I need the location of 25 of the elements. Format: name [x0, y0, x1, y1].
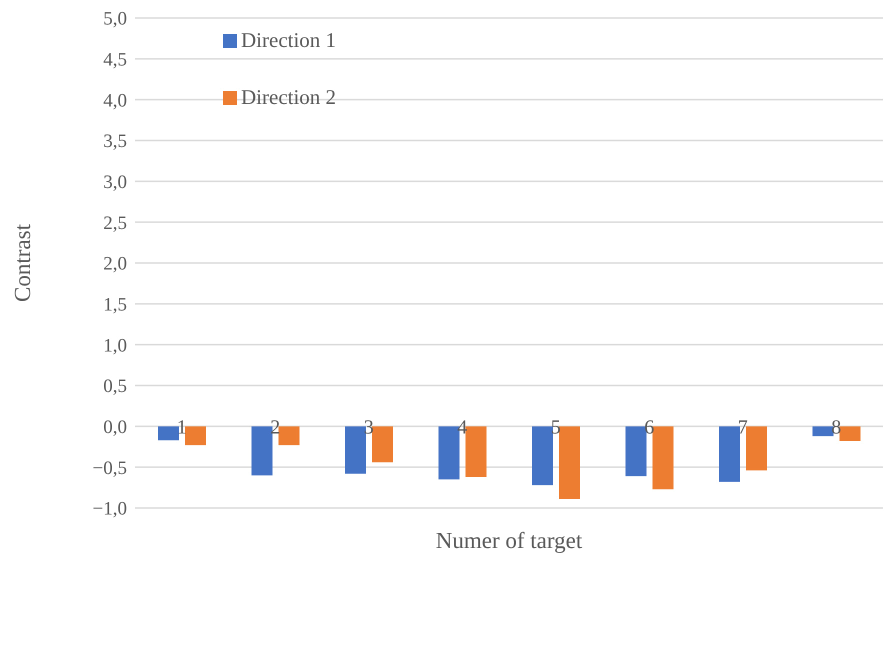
y-tick-label: 0,5: [103, 376, 127, 398]
x-tick-label: 3: [364, 416, 374, 438]
y-tick-label: 5,0: [103, 8, 127, 30]
y-axis-title: Contrast: [10, 223, 36, 302]
y-tick-label: −1,0: [92, 498, 127, 520]
legend-label: Direction 1: [241, 28, 336, 53]
x-tick-label: 4: [457, 416, 468, 438]
x-axis-title: Numer of target: [436, 528, 583, 553]
y-tick-label: 3,5: [103, 131, 127, 152]
y-tick-label: 2,5: [103, 212, 127, 234]
y-tick-label: 2,0: [103, 254, 127, 275]
y-tick-label: 4,5: [103, 50, 127, 71]
x-tick-label: 5: [550, 416, 561, 438]
x-tick-label: 7: [738, 416, 748, 438]
y-tick-label: 4,0: [103, 90, 127, 112]
legend-label: Direction 2: [241, 85, 336, 110]
y-tick-label: 1,5: [103, 294, 127, 316]
x-tick-label: 6: [644, 416, 654, 438]
x-tick-label: 1: [176, 416, 187, 438]
x-tick-label: 8: [831, 416, 842, 438]
y-tick-label: 0,0: [103, 417, 127, 438]
y-tick-label: −0,5: [92, 458, 127, 479]
y-tick-label: 3,0: [103, 172, 127, 194]
x-tick-label: 2: [270, 416, 280, 438]
y-tick-label: 1,0: [103, 335, 127, 356]
